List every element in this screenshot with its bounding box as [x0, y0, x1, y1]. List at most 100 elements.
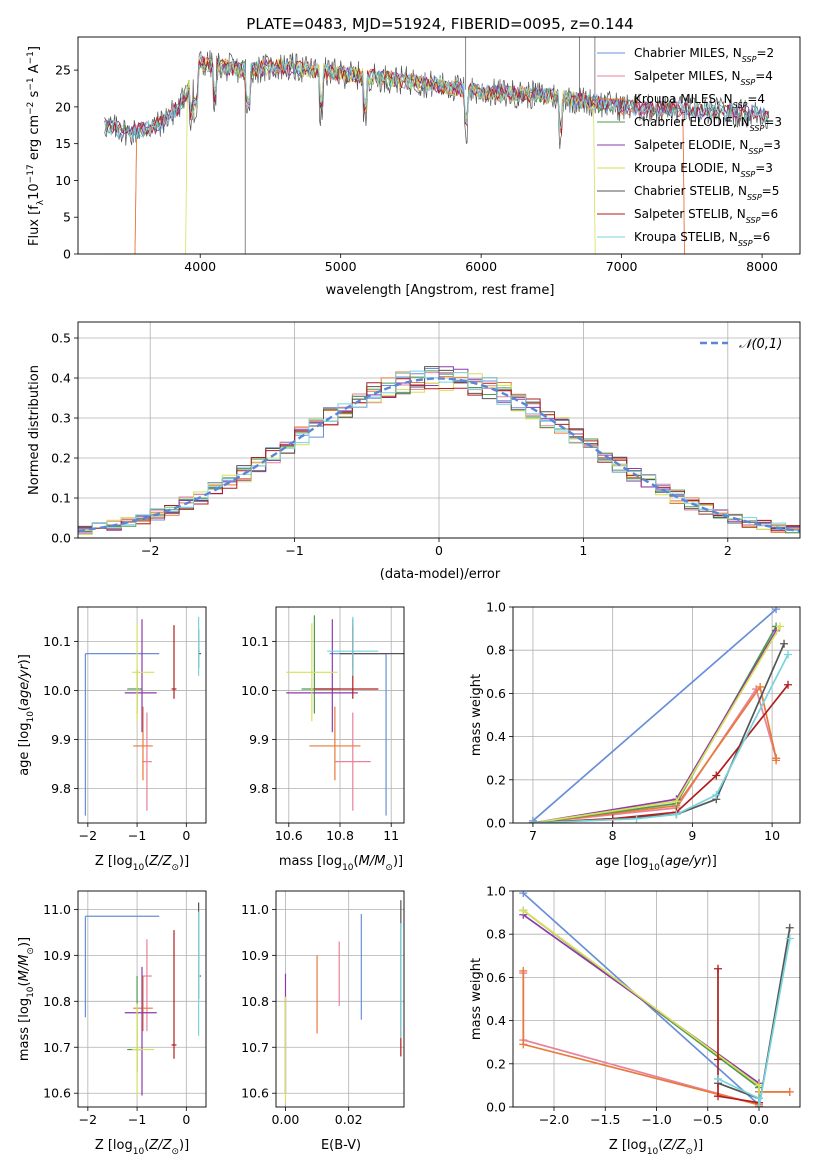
x-tick-label: −2 [141, 543, 159, 558]
legend-label: Salpeter MILES, NSSP=4 [634, 69, 773, 87]
x-tick-label: −1 [285, 543, 303, 558]
mass-weight-vs-age-panel: 7 8 9 10 0.0 0.2 0.4 0.6 0.8 1.0 age [log10(age/yr… [469, 600, 801, 873]
y-axis-label: Normed distribution [27, 365, 42, 495]
spectrum-line [104, 55, 770, 138]
mass-vs-extinction-panel: 0.00 0.02 10.6 10.7 10.8 10.9 11.0 E(B-V) [241, 890, 405, 1153]
plot-area [519, 891, 794, 1107]
plus-marker [784, 680, 793, 689]
plus-marker [712, 790, 721, 799]
y-tick-label: 0.4 [486, 1013, 506, 1028]
y-tick-label: 0.5 [51, 331, 71, 346]
legend-label: Salpeter STELIB, NSSP=6 [634, 207, 778, 225]
plus-marker [755, 1081, 763, 1090]
plot-area [284, 900, 402, 1103]
y-tick-label: 10 [55, 173, 71, 188]
x-axis-label: Z [log10(Z/Z⊙)] [609, 1138, 703, 1157]
x-tick-label: −0.5 [693, 1112, 723, 1127]
x-tick-label: −1.0 [641, 1112, 671, 1127]
plus-marker [785, 923, 794, 932]
x-tick-label: −1.5 [590, 1112, 620, 1127]
plus-marker [672, 797, 681, 806]
y-tick-label: 10.1 [43, 634, 71, 649]
legend-label: Kroupa STELIB, NSSP=6 [634, 230, 770, 248]
legend-label: Chabrier ELODIE, NSSP=3 [634, 115, 782, 133]
y-tick-label: 0.4 [486, 729, 506, 744]
plus-marker [714, 1055, 722, 1064]
mass-weight-line [532, 608, 777, 822]
axes-frame [77, 890, 207, 1108]
y-tick-label: 10.1 [241, 634, 269, 649]
y-tick-label: 11.0 [43, 902, 71, 917]
plus-marker [772, 607, 781, 614]
mass-weight-line [717, 938, 791, 1107]
x-tick-label: 10.6 [275, 828, 303, 843]
legend-label: Kroupa ELODIE, NSSP=3 [634, 161, 773, 179]
plus-marker [632, 814, 641, 823]
y-tick-label: 1.0 [486, 884, 506, 899]
y-tick-label: 10.8 [43, 994, 71, 1009]
y-tick-label: 10.0 [43, 683, 71, 698]
plus-marker [756, 682, 765, 691]
legend-label: Chabrier MILES, NSSP=2 [634, 46, 774, 64]
spectrum-panel: 4000 5000 6000 7000 8000 0 5 10 15 20 25 wavelength… [26, 36, 801, 298]
x-tick-label: 4000 [184, 259, 216, 274]
plus-marker [780, 639, 789, 648]
plus-marker [519, 906, 528, 915]
legend-label: Chabrier STELIB, NSSP=5 [634, 184, 779, 202]
y-tick-label: 0.8 [486, 927, 506, 942]
x-tick-label: 2 [724, 543, 732, 558]
x-tick-label: −2 [79, 828, 97, 843]
x-tick-label: −2.0 [539, 1112, 569, 1127]
y-tick-label: 9.8 [249, 781, 269, 796]
y-tick-label: 10.0 [241, 683, 269, 698]
axes-frame [275, 890, 405, 1108]
y-tick-label: 0.2 [486, 772, 506, 787]
normal-curve [78, 377, 800, 533]
y-tick-label: 0.2 [486, 1056, 506, 1071]
y-tick-label: 10.9 [43, 948, 71, 963]
x-tick-label: 5000 [325, 259, 357, 274]
y-tick-label: 0.0 [51, 531, 71, 546]
residual-histogram-panel: −2 −1 0 1 2 0.0 0.1 0.2 0.3 0.4 0.5 𝒩(0,1) (data-mod… [27, 321, 801, 582]
y-axis-label: age [log10(age/yr)] [17, 654, 36, 776]
x-tick-label: 10.8 [326, 828, 354, 843]
y-tick-label: 0.0 [486, 816, 506, 831]
y-tick-label: 0.4 [51, 371, 71, 386]
x-tick-label: 8000 [746, 259, 778, 274]
y-tick-label: 0.3 [51, 411, 71, 426]
plus-marker [714, 1092, 722, 1101]
y-tick-label: 10.6 [43, 1086, 71, 1101]
y-tick-label: 0.6 [486, 686, 506, 701]
x-tick-label: 11 [383, 828, 399, 843]
y-tick-label: 0.6 [486, 970, 506, 985]
y-tick-label: 9.9 [51, 732, 71, 747]
x-tick-label: 1 [579, 543, 587, 558]
plot-area [528, 607, 793, 823]
x-tick-label: 0.0 [749, 1112, 769, 1127]
plot-area [78, 366, 800, 535]
y-tick-label: 0.0 [486, 1100, 506, 1115]
y-tick-label: 10.8 [241, 994, 269, 1009]
x-axis-label: Z [log10(Z/Z⊙)] [95, 1138, 189, 1157]
x-tick-label: 9 [688, 828, 696, 843]
plot-area [104, 37, 770, 254]
plus-marker [519, 1040, 528, 1049]
spectrum-line [104, 58, 770, 140]
y-tick-label: 10.7 [43, 1040, 71, 1055]
histogram-steps [78, 372, 800, 535]
plot-area [286, 615, 404, 816]
y-tick-label: 15 [55, 136, 71, 151]
y-tick-label: 5 [63, 210, 71, 225]
x-tick-label: 10 [764, 828, 780, 843]
x-tick-label: 0 [182, 828, 190, 843]
y-tick-label: 20 [55, 99, 71, 114]
y-tick-label: 25 [55, 63, 71, 78]
x-tick-label: 7 [529, 828, 537, 843]
y-tick-label: 10.6 [241, 1086, 269, 1101]
x-tick-label: 0.02 [335, 1112, 363, 1127]
x-tick-label: 8 [609, 828, 617, 843]
y-tick-label: 10.9 [241, 948, 269, 963]
plus-marker [528, 819, 537, 823]
x-tick-label: 0.00 [272, 1112, 300, 1127]
